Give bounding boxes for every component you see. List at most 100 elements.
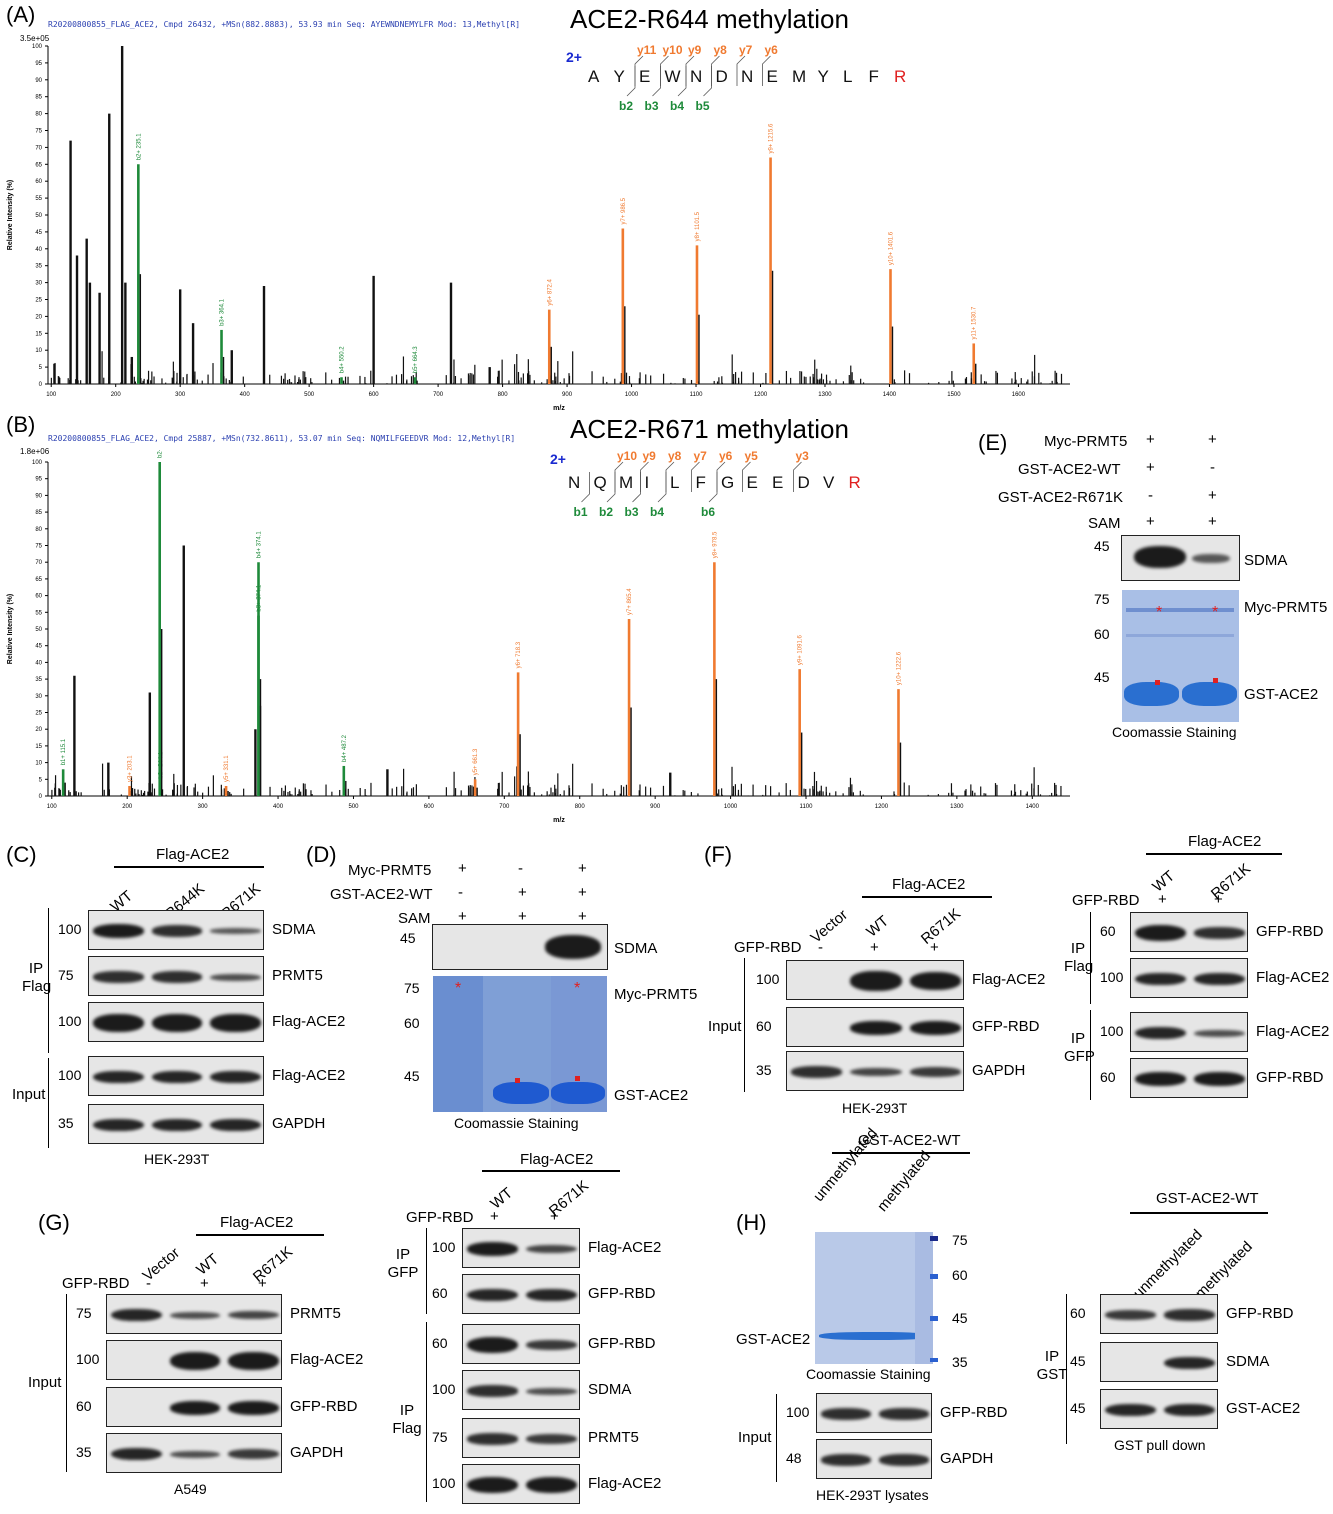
peak-label: y9+ 1091.6 <box>798 635 804 666</box>
band <box>111 1447 162 1461</box>
x-tick-label: 700 <box>499 804 510 810</box>
band <box>526 1288 577 1302</box>
y-tick-label: 50 <box>35 213 42 219</box>
blot-label: GFP-RBD <box>1256 1069 1324 1086</box>
x-tick-label: 400 <box>240 392 251 398</box>
y-tick-label: 75 <box>35 129 42 135</box>
mw-marker: 45 <box>952 1310 968 1326</box>
blot-strip <box>106 1340 282 1380</box>
band <box>93 1013 144 1033</box>
y-tick-label: 40 <box>35 247 42 253</box>
blot-strip <box>462 1464 580 1504</box>
band <box>821 1408 871 1420</box>
y-tick-label: 15 <box>35 331 42 337</box>
b-ion-label: b4 <box>670 99 684 113</box>
panel-b-scale: 1.8e+06 <box>20 447 50 456</box>
y-tick-label: 60 <box>35 594 42 600</box>
y-ion-label: y5 <box>745 449 759 463</box>
panel-b-title: ACE2-R671 methylation <box>570 414 849 444</box>
d-sign: + <box>518 908 527 925</box>
band <box>210 973 261 981</box>
f-right-gfp: GFP-RBD <box>1072 892 1140 909</box>
residue: W <box>665 67 681 86</box>
x-tick-label: 500 <box>304 392 315 398</box>
blot-label: GAPDH <box>972 1062 1026 1079</box>
y-tick-label: 5 <box>39 777 43 783</box>
x-tick-label: 1300 <box>950 804 964 810</box>
blot-strip <box>88 1056 264 1096</box>
band <box>228 1351 279 1371</box>
x-tick-label: 400 <box>273 804 284 810</box>
b-ion-label: b3 <box>625 505 639 518</box>
band <box>1164 1309 1215 1321</box>
mw-marker: 75 <box>1094 591 1110 607</box>
f-ip1: IP Flag <box>1064 940 1094 975</box>
x-tick-label: 1000 <box>724 804 738 810</box>
e-sdma-label: SDMA <box>1244 552 1288 569</box>
blot-strip <box>106 1433 282 1473</box>
residue: R <box>849 473 861 492</box>
peak-label: y11+ 1530.7 <box>972 306 978 339</box>
mw-marker: 100 <box>432 1475 456 1491</box>
band <box>1135 1072 1186 1086</box>
blot-label: Flag-ACE2 <box>1256 1023 1330 1040</box>
mw-marker: 75 <box>432 1429 448 1445</box>
peak-label: y7+ 865.4 <box>627 588 633 615</box>
band <box>821 1454 871 1466</box>
h-lane: unmethylated <box>810 1125 881 1205</box>
blot-strip <box>1100 1389 1218 1429</box>
mw-marker: 100 <box>786 1404 810 1420</box>
y-cleavage <box>793 461 802 492</box>
band <box>850 1067 902 1077</box>
band <box>1194 1029 1245 1037</box>
blot-strip <box>1130 1012 1248 1052</box>
y-tick-label: 20 <box>35 314 42 320</box>
mw-marker: 100 <box>58 1013 82 1029</box>
e-sign: + <box>1146 431 1155 448</box>
mw-marker: 100 <box>58 921 82 937</box>
band <box>1164 1403 1215 1417</box>
y-axis-label: Relative Intensity (%) <box>7 180 14 250</box>
band <box>1135 924 1186 942</box>
g-sign: + <box>550 1208 559 1225</box>
mw-marker: 35 <box>952 1354 968 1370</box>
blot-label: GFP-RBD <box>588 1335 656 1352</box>
peak-label: b3+ 364.1 <box>220 298 226 326</box>
peak-label: y8+ 1101.5 <box>695 211 701 241</box>
blot-strip <box>786 960 964 1000</box>
e-stain-label: Coomassie Staining <box>1112 724 1237 740</box>
band <box>850 971 902 991</box>
f-lane: Vector <box>807 906 852 947</box>
d-cond: Myc-PRMT5 <box>348 862 432 879</box>
band <box>909 971 961 991</box>
y-tick-label: 5 <box>39 365 43 371</box>
y-tick-label: 35 <box>35 677 42 683</box>
g-sign: + <box>490 1208 499 1225</box>
e-sign: - <box>1148 487 1153 504</box>
mw-marker: 48 <box>786 1450 802 1466</box>
band <box>791 1066 843 1078</box>
g-gfp-label: GFP-RBD <box>62 1275 130 1292</box>
band <box>93 1118 144 1132</box>
mw-marker: 60 <box>952 1267 968 1283</box>
blot-label: SDMA <box>272 921 316 938</box>
y-tick-label: 10 <box>35 348 42 354</box>
mw-marker: 60 <box>1100 923 1116 939</box>
blot-label: PRMT5 <box>290 1305 341 1322</box>
c-input-label: Input <box>12 1086 46 1103</box>
panel-d-label: (D) <box>306 842 337 867</box>
y-tick-label: 55 <box>35 610 42 616</box>
band <box>210 1013 261 1033</box>
residue: N <box>568 473 580 492</box>
d-gel-label: GST-ACE2 <box>614 1087 689 1104</box>
blot-strip <box>462 1274 580 1314</box>
residue: F <box>869 67 879 86</box>
mw-marker: 45 <box>1070 1353 1086 1369</box>
blot-strip <box>816 1393 932 1433</box>
residue: L <box>670 473 679 492</box>
f-sign: - <box>818 939 823 956</box>
residue: E <box>767 67 778 86</box>
panel-b-header: R20200800855_FLAG_ACE2, Cmpd 25887, +MSn… <box>48 434 516 443</box>
mw-marker: 75 <box>952 1232 968 1248</box>
mw-marker: 60 <box>1094 626 1110 642</box>
